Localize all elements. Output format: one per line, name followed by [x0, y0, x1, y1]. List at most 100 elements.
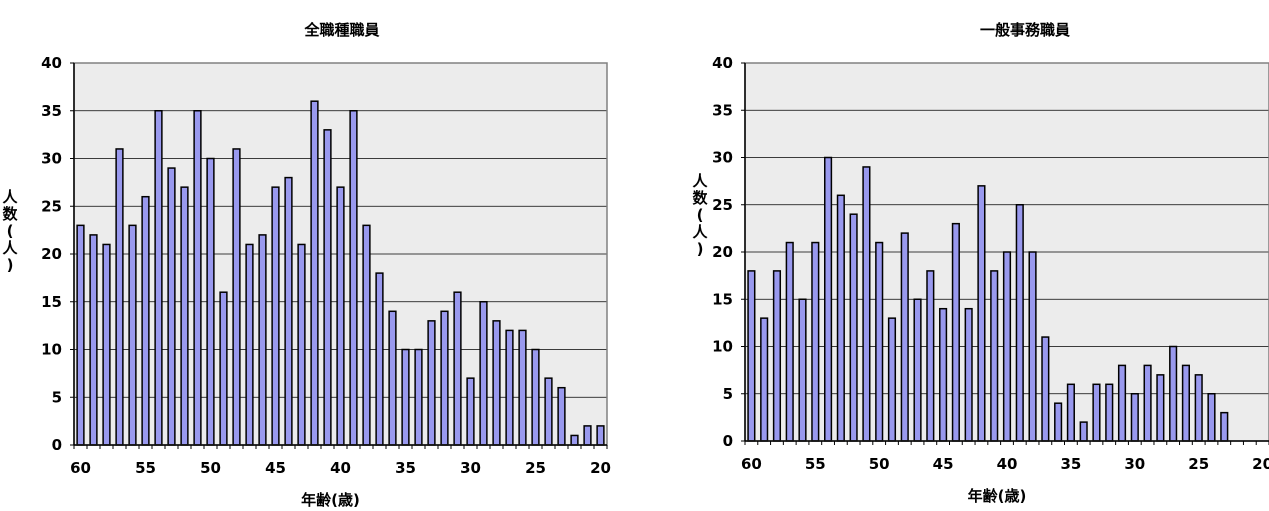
- chart-general-office-staff: 0 5 10 15 20 25 30 35 40 60 55 50 45 40 35 30 25 20 一般事務…: [692, 21, 1269, 505]
- bar: [977, 185, 986, 442]
- bar: [414, 348, 423, 446]
- bar: [811, 241, 820, 442]
- bar: [1169, 345, 1178, 442]
- x-tick-labels: 60 55 50 45 40 35 30 25 20: [741, 455, 1269, 473]
- y-tick-label: 40: [41, 54, 62, 72]
- x-tick-label: 25: [525, 459, 546, 477]
- bar: [836, 194, 845, 442]
- bar: [193, 110, 202, 446]
- bar: [206, 157, 215, 446]
- bar: [1002, 251, 1012, 442]
- bar: [939, 307, 948, 442]
- bar: [375, 272, 384, 446]
- y-axis-label-char: (: [7, 222, 14, 240]
- bar: [505, 329, 514, 446]
- x-tick-label: 20: [590, 459, 611, 477]
- bar: [219, 291, 228, 446]
- x-minor-ticks: [70, 62, 608, 449]
- bar: [760, 317, 769, 442]
- bar: [1066, 383, 1075, 442]
- y-tick-labels: 0 5 10 15 20 25 30 35 40: [712, 54, 733, 450]
- bar: [284, 176, 293, 446]
- bar: [310, 100, 319, 446]
- x-tick-label: 45: [933, 455, 954, 473]
- bar: [479, 301, 488, 446]
- y-tick-label: 20: [41, 245, 62, 263]
- bar: [128, 224, 137, 446]
- y-tick-label: 35: [41, 102, 62, 120]
- y-axis-label-char: ): [697, 240, 704, 258]
- y-axis-label-char: 人: [692, 223, 708, 241]
- x-tick-label: 40: [997, 455, 1018, 473]
- bars: [747, 156, 1229, 442]
- bar: [557, 386, 566, 446]
- bar: [76, 224, 85, 446]
- bar: [141, 195, 150, 446]
- bar: [1156, 374, 1165, 442]
- y-tick-label: 30: [41, 150, 62, 168]
- bar: [427, 320, 436, 446]
- x-tick-label: 50: [869, 455, 890, 473]
- bar: [1207, 393, 1216, 442]
- x-tick-label: 25: [1188, 455, 1209, 473]
- bar: [824, 156, 833, 442]
- bar: [596, 425, 605, 446]
- bar: [271, 186, 280, 446]
- bar: [583, 425, 592, 446]
- bar: [349, 110, 358, 446]
- bar: [875, 241, 884, 442]
- bar: [887, 317, 897, 442]
- y-tick-label: 0: [723, 432, 733, 450]
- y-tick-label: 10: [41, 341, 62, 359]
- y-axis-label-char: 人: [692, 172, 708, 190]
- y-tick-label: 5: [723, 385, 733, 403]
- bar: [1028, 251, 1037, 442]
- bar: [1181, 364, 1190, 442]
- bar: [258, 234, 267, 446]
- bar: [1105, 383, 1114, 442]
- bar: [913, 298, 922, 442]
- y-tick-label: 15: [712, 290, 733, 308]
- bar: [785, 241, 794, 442]
- bar: [167, 167, 176, 446]
- bar: [1117, 364, 1127, 442]
- bar: [862, 166, 871, 442]
- y-axis-label-char: (: [697, 206, 704, 224]
- bar: [492, 320, 501, 446]
- y-axis-label-char: 人: [2, 239, 18, 257]
- x-tick-label: 35: [1060, 455, 1081, 473]
- bar: [440, 310, 449, 446]
- x-tick-label: 60: [741, 455, 762, 473]
- x-axis-label: 年齢(歳): [301, 491, 360, 509]
- bar: [849, 213, 858, 442]
- bars: [76, 100, 605, 446]
- bar: [772, 270, 782, 442]
- bar: [747, 270, 756, 442]
- bar: [1194, 374, 1203, 442]
- x-tick-label: 55: [805, 455, 826, 473]
- x-tick-label: 55: [135, 459, 156, 477]
- bar: [180, 186, 189, 446]
- chart-title: 一般事務職員: [980, 21, 1070, 39]
- bar: [900, 232, 909, 442]
- bar: [1130, 393, 1139, 442]
- y-tick-labels: 0 5 10 15 20 25 30 35 40: [41, 54, 62, 454]
- bar: [1054, 402, 1063, 442]
- x-tick-labels: 60 55 50 45 40 35 30 25 20: [70, 459, 611, 477]
- bar: [926, 270, 935, 442]
- y-tick-label: 25: [41, 197, 62, 215]
- y-tick-label: 15: [41, 293, 62, 311]
- x-tick-label: 20: [1252, 455, 1269, 473]
- bar: [544, 377, 553, 446]
- bar: [102, 243, 111, 446]
- y-tick-label: 25: [712, 196, 733, 214]
- y-axis-label-char: ): [7, 256, 14, 274]
- y-tick-label: 0: [52, 436, 62, 454]
- bar: [453, 291, 462, 446]
- y-axis-label-char: 人: [2, 188, 18, 206]
- bar: [232, 148, 241, 446]
- bar: [388, 310, 397, 446]
- x-tick-label: 40: [330, 459, 351, 477]
- bar: [1079, 421, 1088, 442]
